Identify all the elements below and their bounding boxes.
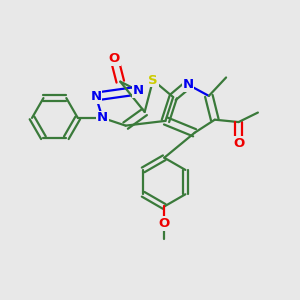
- Text: N: N: [97, 111, 108, 124]
- Text: O: O: [159, 217, 170, 230]
- Text: N: N: [90, 90, 101, 103]
- Text: N: N: [182, 78, 194, 91]
- Text: O: O: [233, 137, 244, 150]
- Text: S: S: [148, 74, 158, 87]
- Text: N: N: [133, 84, 144, 97]
- Text: O: O: [109, 52, 120, 65]
